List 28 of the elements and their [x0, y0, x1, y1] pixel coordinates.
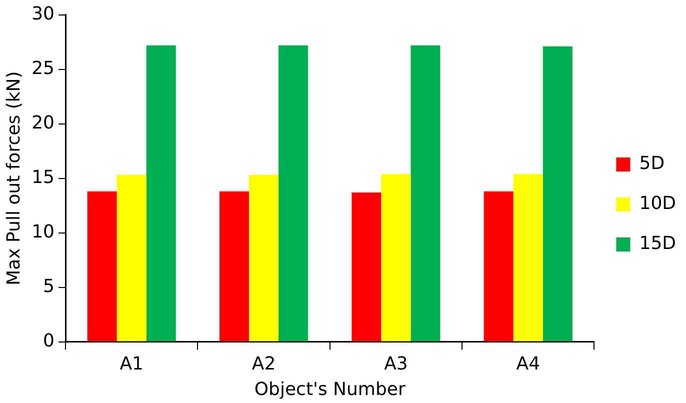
y-tick-label: 15 — [32, 166, 55, 188]
y-axis-title: Max Pull out forces (kN) — [3, 71, 24, 286]
y-tick-label: 10 — [32, 221, 55, 242]
bar — [278, 45, 308, 342]
y-tick-label: 20 — [32, 112, 55, 134]
x-tick-label: A3 — [384, 353, 408, 374]
x-tick-label: A4 — [516, 353, 540, 374]
bar — [219, 191, 250, 342]
bar — [352, 192, 382, 342]
bar — [87, 191, 117, 342]
y-tick-label: 5 — [43, 276, 55, 297]
y-tick-label: 0 — [43, 330, 55, 352]
y-tick-label: 30 — [32, 3, 55, 24]
bar — [542, 46, 572, 342]
legend-label: 10D — [639, 193, 676, 214]
bar — [513, 174, 543, 342]
bar — [249, 175, 279, 342]
bar — [484, 191, 514, 342]
legend-label: 15D — [639, 233, 676, 254]
x-tick-label: A1 — [120, 353, 144, 374]
legend-label: 5D — [639, 153, 665, 174]
bar — [116, 175, 146, 342]
y-tick-label: 25 — [32, 58, 55, 79]
bar — [146, 45, 176, 342]
x-axis-title: Object's Number — [254, 378, 406, 400]
bar — [381, 174, 411, 342]
bar — [410, 45, 440, 342]
x-tick-label: A2 — [252, 353, 276, 374]
